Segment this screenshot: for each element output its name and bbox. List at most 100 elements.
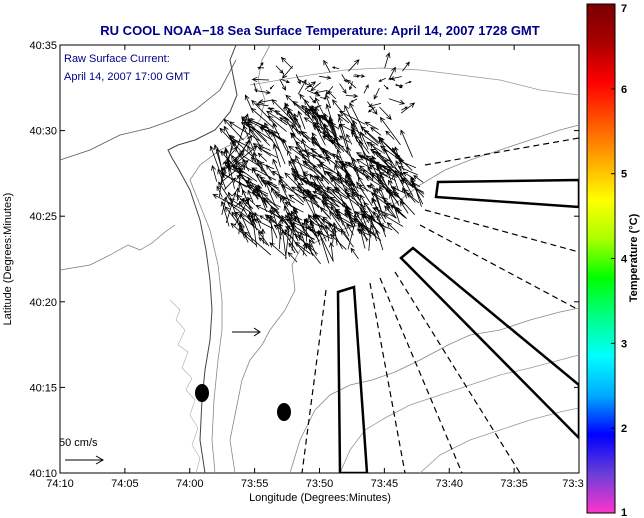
current-vector (223, 147, 230, 177)
current-vector (334, 159, 352, 180)
current-vector (255, 102, 269, 107)
current-vector (386, 170, 393, 184)
current-vector (357, 176, 368, 192)
current-vector (392, 173, 399, 191)
y-tick-label: 40:35 (29, 40, 57, 52)
current-vector (225, 191, 237, 224)
current-vector (271, 131, 286, 165)
current-vector (360, 131, 369, 150)
current-vector (271, 170, 283, 178)
current-vector (291, 159, 316, 173)
current-vector (269, 84, 275, 90)
current-vector (267, 107, 274, 110)
current-vector (296, 185, 307, 198)
current-vector (323, 123, 337, 150)
current-vector (311, 136, 330, 158)
current-vector (350, 98, 358, 103)
coastline (167, 45, 238, 473)
current-vector (246, 196, 256, 205)
annotation-line-2: April 14, 2007 17:00 GMT (64, 71, 190, 83)
current-vector (353, 214, 365, 229)
x-tick-label: 74:10 (46, 478, 74, 490)
current-vector (240, 212, 254, 242)
current-vector (395, 207, 406, 219)
scale-label: 50 cm/s (59, 437, 98, 449)
current-vector (283, 205, 294, 229)
current-vector (216, 185, 223, 198)
current-vector (413, 175, 424, 183)
current-vector (371, 197, 386, 224)
current-vector (243, 231, 272, 256)
current-vector (400, 129, 413, 158)
current-vector (260, 124, 281, 152)
current-vector (297, 110, 306, 130)
current-vector (410, 180, 421, 187)
current-vector (379, 116, 401, 146)
current-vector (359, 194, 377, 223)
current-vector (386, 222, 400, 234)
current-vector (314, 124, 326, 146)
annotation-line-1: Raw Surface Current: (64, 53, 170, 65)
current-vector (336, 178, 365, 191)
current-vector (244, 94, 252, 109)
current-vector (375, 229, 384, 251)
current-vector (328, 241, 334, 261)
current-vector (315, 105, 322, 108)
current-vector (341, 161, 355, 195)
current-vector (222, 146, 238, 165)
current-vector (405, 81, 412, 84)
current-vector (310, 82, 321, 92)
current-vector (340, 229, 354, 248)
current-vector (221, 167, 227, 184)
current-vector (331, 66, 340, 70)
river-inlet (60, 224, 176, 271)
current-vector (257, 152, 268, 162)
current-vector (253, 82, 258, 93)
current-vector (250, 107, 274, 128)
current-vector (378, 172, 396, 182)
current-vector (345, 93, 359, 99)
current-vector (297, 182, 318, 204)
current-vector (222, 160, 249, 182)
current-vector (378, 77, 386, 82)
current-vector (375, 166, 393, 177)
current-vector (337, 209, 350, 237)
current-vector (384, 52, 391, 69)
current-vector (291, 132, 307, 163)
current-vector (321, 114, 335, 131)
current-vector (352, 119, 363, 142)
coastline-north (60, 59, 237, 161)
y-tick-label: 40:10 (29, 468, 57, 480)
current-vector (300, 105, 317, 118)
current-vector (280, 229, 287, 260)
current-vector (370, 126, 382, 136)
current-vector (349, 81, 353, 91)
chart-title: RU COOL NOAA−18 Sea Surface Temperature:… (100, 23, 539, 38)
current-vector (325, 103, 337, 136)
current-vector (370, 182, 384, 216)
current-vector (388, 179, 396, 194)
current-vector (328, 116, 341, 149)
current-vector (272, 123, 287, 152)
current-vector (353, 75, 360, 78)
current-vector (297, 150, 308, 158)
current-vector (209, 145, 220, 171)
current-vector (212, 194, 246, 212)
current-vector (271, 98, 293, 121)
radar-beam-2 (399, 246, 579, 440)
current-vector (367, 106, 376, 113)
current-vector (258, 61, 264, 70)
current-vector (280, 56, 293, 69)
current-vector (288, 145, 317, 168)
current-vector (285, 94, 312, 120)
current-vector (254, 185, 280, 210)
current-vector (385, 202, 400, 209)
x-tick-label: 73:50 (306, 478, 334, 490)
current-vector (360, 126, 382, 145)
current-vector (221, 196, 228, 215)
current-vector (320, 97, 327, 100)
current-vector (260, 180, 280, 189)
current-vector (373, 211, 386, 232)
current-vector (364, 121, 379, 130)
